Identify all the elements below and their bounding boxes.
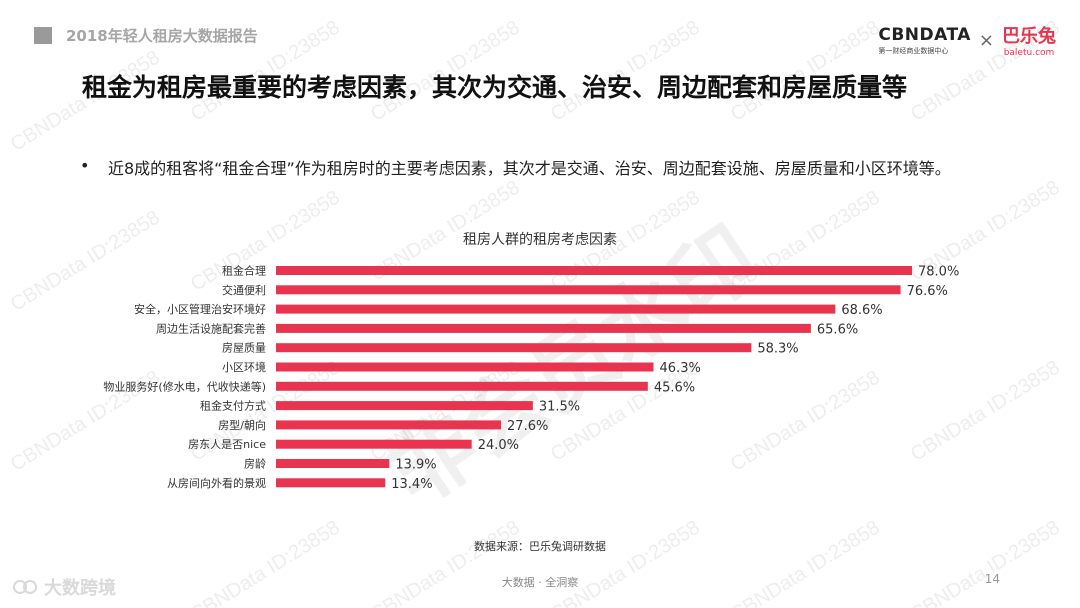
bar — [276, 343, 752, 353]
data-label: 45.6% — [654, 380, 695, 395]
footer-tagline: 大数据 · 全洞察 — [501, 576, 579, 589]
data-label: 24.0% — [478, 438, 519, 453]
bar — [276, 459, 390, 468]
page-number: 14 — [984, 572, 1000, 586]
bar — [276, 401, 533, 411]
report-title: 2018年轻人租房大数据报告 — [66, 27, 258, 45]
category-label: 小区环境 — [222, 360, 266, 374]
footer-logo-text: 大数跨境 — [44, 578, 116, 599]
category-label: 物业服务好(修水电，代收快递等) — [103, 379, 266, 393]
data-source: 数据来源：巴乐兔调研数据 — [474, 540, 606, 553]
bullet-text: 近8成的租客将“租金合理”作为租房时的主要考虑因素，其次才是交通、治安、周边配套… — [108, 159, 951, 178]
chart-title: 租房人群的租房考虑因素 — [463, 232, 617, 248]
category-label: 安全，小区管理治安环境好 — [134, 302, 266, 316]
watermark-text: CBNData ID:23858 — [366, 516, 524, 608]
bar — [276, 323, 811, 333]
baletu-logo-url: baletu.com — [1003, 48, 1055, 58]
data-label: 76.6% — [907, 284, 948, 299]
footer-logo: 大数跨境 — [12, 574, 116, 600]
watermark-text: CBNData ID:23858 — [546, 516, 704, 608]
page-headline: 租金为租房最重要的考虑因素，其次为交通、治安、周边配套和房屋质量等 — [82, 73, 908, 102]
watermark-text: CBNData ID:23858 — [726, 516, 884, 608]
brand-separator: × — [978, 29, 994, 51]
data-label: 31.5% — [539, 400, 580, 415]
cbndata-logo: CBNDATA 第一财经商业数据中心 — [878, 25, 971, 56]
data-label: 78.0% — [918, 265, 959, 280]
bar — [276, 304, 836, 314]
bar — [276, 478, 386, 488]
data-label: 27.6% — [507, 419, 548, 434]
bar-chart: 租金合理 78.0% 交通便利 76.6% 安全，小区管理治安环境好 68.6% 周边生活设… — [103, 264, 959, 492]
data-label: 13.9% — [395, 458, 436, 473]
baletu-logo: 巴乐兔 baletu.com — [1002, 22, 1056, 58]
data-label: 46.3% — [660, 361, 701, 376]
category-label: 房龄 — [244, 457, 266, 471]
data-label: 58.3% — [757, 342, 798, 357]
data-label: 13.4% — [391, 477, 432, 492]
header-marker — [34, 27, 52, 44]
category-label: 房型/朝向 — [218, 418, 266, 432]
brand-logos: CBNDATA 第一财经商业数据中心 × 巴乐兔 baletu.com — [878, 22, 1056, 59]
bar — [276, 362, 654, 372]
cbndata-logo-subtitle: 第一财经商业数据中心 — [878, 46, 949, 55]
bar — [276, 266, 912, 275]
baletu-logo-text: 巴乐兔 — [1002, 26, 1056, 47]
data-label: 68.6% — [841, 303, 882, 318]
category-label: 房东人是否nice — [188, 438, 266, 451]
bar — [276, 420, 502, 430]
watermark-text: CBNData ID:23858 — [186, 516, 344, 608]
cbndata-logo-text: CBNDATA — [878, 24, 971, 45]
category-label: 租金支付方式 — [200, 399, 266, 413]
footer-logo-icon — [13, 580, 37, 594]
bullet-point: • 近8成的租客将“租金合理”作为租房时的主要考虑因素，其次才是交通、治安、周边… — [80, 156, 1010, 181]
category-label: 从房间向外看的景观 — [167, 476, 266, 490]
category-label: 房屋质量 — [222, 342, 266, 355]
category-label: 租金合理 — [222, 264, 266, 278]
bullet-dot: • — [80, 156, 90, 175]
bar — [276, 381, 648, 391]
category-label: 交通便利 — [222, 283, 266, 297]
bar — [276, 285, 901, 295]
category-label: 周边生活设施配套完善 — [156, 321, 266, 335]
bar — [276, 439, 472, 449]
data-label: 65.6% — [817, 322, 858, 337]
watermark-text: CBNData ID:23858 — [906, 516, 1064, 608]
